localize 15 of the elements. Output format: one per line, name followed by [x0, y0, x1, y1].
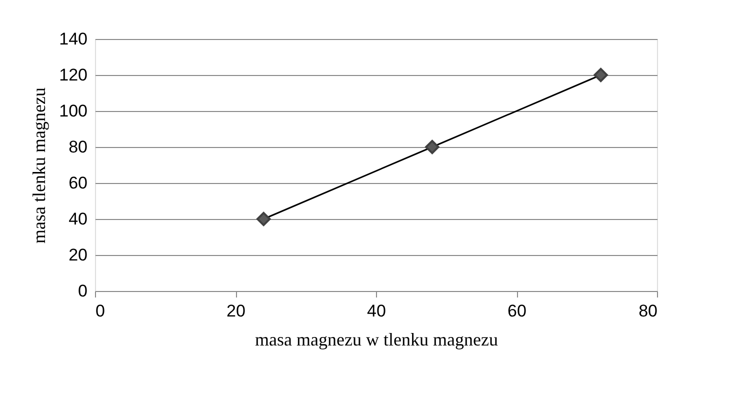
x-tick-label: 80 [638, 302, 658, 320]
y-tick-label: 0 [78, 282, 88, 300]
y-tick-label: 120 [59, 66, 88, 84]
y-tick-label: 60 [68, 174, 88, 192]
y-tick-label: 80 [68, 138, 88, 156]
x-axis-title: masa magnezu w tlenku magnezu [255, 330, 498, 350]
y-tick-label: 20 [68, 246, 88, 264]
x-tick-label: 0 [96, 302, 105, 320]
y-tick-label: 140 [59, 30, 88, 48]
y-axis-title: masa tlenku magnezu [29, 88, 50, 244]
y-tick-label: 100 [59, 102, 88, 120]
x-tick-label: 40 [367, 302, 386, 320]
x-tick-label: 20 [226, 302, 246, 320]
x-tick-label: 60 [508, 302, 526, 320]
y-tick-label: 40 [68, 210, 88, 228]
